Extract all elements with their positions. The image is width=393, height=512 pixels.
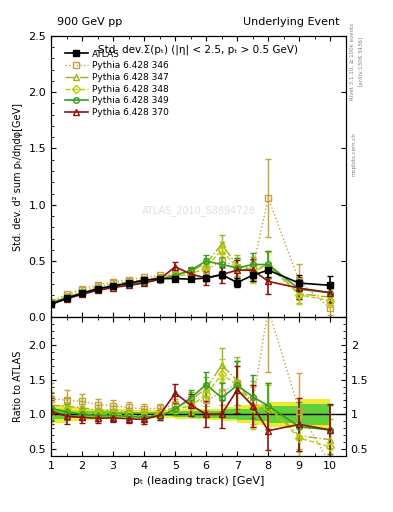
Text: [arXiv:1306.3436]: [arXiv:1306.3436]	[358, 36, 363, 87]
Text: mcplots.cern.ch: mcplots.cern.ch	[352, 132, 357, 176]
Text: ATLAS_2010_S8894728: ATLAS_2010_S8894728	[141, 205, 255, 216]
Text: Underlying Event: Underlying Event	[243, 17, 340, 27]
Legend: ATLAS, Pythia 6.428 346, Pythia 6.428 347, Pythia 6.428 348, Pythia 6.428 349, P: ATLAS, Pythia 6.428 346, Pythia 6.428 34…	[61, 46, 173, 121]
Y-axis label: Ratio to ATLAS: Ratio to ATLAS	[13, 351, 23, 422]
X-axis label: pₜ (leading track) [GeV]: pₜ (leading track) [GeV]	[133, 476, 264, 486]
Text: 900 GeV pp: 900 GeV pp	[57, 17, 122, 27]
Y-axis label: Std. dev. d² sum pₜ/dηdφ[GeV]: Std. dev. d² sum pₜ/dηdφ[GeV]	[13, 102, 23, 251]
Text: Std. dev.Σ(pₜ) (|η| < 2.5, pₜ > 0.5 GeV): Std. dev.Σ(pₜ) (|η| < 2.5, pₜ > 0.5 GeV)	[99, 45, 298, 55]
Text: Rivet 3.1.10, ≥ 100k events: Rivet 3.1.10, ≥ 100k events	[350, 23, 355, 100]
